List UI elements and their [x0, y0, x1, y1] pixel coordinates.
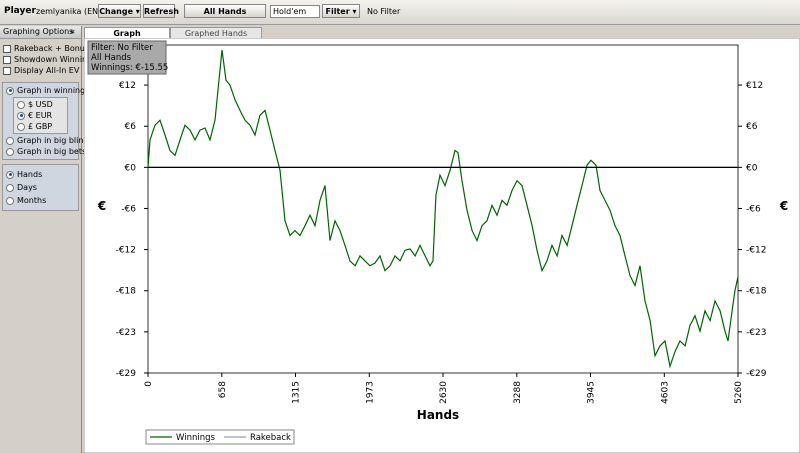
filter-status: No Filter: [367, 7, 401, 16]
y-tick-label: -€23: [116, 328, 136, 338]
radio[interactable]: Days: [3, 181, 78, 194]
y-axis-title: €: [779, 199, 788, 213]
y-tick-label: €12: [119, 81, 136, 91]
tab[interactable]: Graph: [84, 27, 170, 39]
x-tick-label: 3288: [513, 381, 523, 404]
game-text: Hold'em: [273, 7, 307, 16]
x-tick-label: 1973: [365, 381, 375, 404]
x-tick-label: 3945: [587, 381, 597, 404]
tab[interactable]: Graphed Hands: [170, 27, 262, 39]
y-tick-label: €12: [746, 81, 763, 91]
y-tick-label: -€6: [121, 204, 136, 214]
all-hands-button[interactable]: All Hands: [184, 4, 266, 18]
legend-label: Winnings: [176, 433, 215, 443]
x-tick-label: 0: [144, 381, 154, 387]
radio[interactable]: Hands: [3, 168, 78, 181]
player-label: Player: [4, 6, 36, 16]
sidebar-header: Graphing Options «: [0, 26, 81, 39]
change-button[interactable]: Change ▾: [98, 4, 141, 18]
legend: [145, 429, 295, 445]
legend-label: Rakeback: [250, 433, 291, 443]
filter-button[interactable]: Filter ▾: [322, 4, 360, 18]
sidebar: Graphing Options « Rakeback + Bonuses Sho…: [0, 26, 98, 453]
checkbox-label: Display All-In EV: [14, 66, 80, 75]
checkbox[interactable]: Showdown Winnings: [0, 54, 96, 65]
radio[interactable]: € EUR: [14, 110, 67, 121]
y-tick-label: €0: [746, 163, 758, 173]
x-axis-title: Hands: [417, 408, 459, 422]
checkbox[interactable]: Rakeback + Bonuses: [0, 43, 98, 54]
y-tick-label: -€12: [116, 246, 136, 256]
y-tick-label: -€6: [746, 204, 761, 214]
radio-label: Graph in big bets: [17, 147, 87, 156]
radio-label: Graph in winnings: [17, 86, 90, 95]
info-text: All Hands: [91, 53, 132, 63]
filter-text: Filter: [325, 7, 350, 16]
y-tick-label: €0: [125, 163, 137, 173]
checkbox-label: Rakeback + Bonuses: [14, 44, 99, 53]
y-tick-label: -€18: [746, 287, 767, 297]
units-group: Graph in winnings $ USD € EUR £ GBP Grap…: [2, 82, 93, 160]
radio[interactable]: Graph in big blinds: [3, 135, 93, 146]
y-axis-title: €: [97, 199, 106, 213]
toolbar: Player zemlyanika (ENT) Change ▾ Refresh…: [0, 0, 800, 25]
radio-label: $ USD: [28, 100, 53, 109]
y-tick-label: -€29: [746, 369, 767, 379]
radio[interactable]: £ GBP: [14, 121, 67, 132]
radio[interactable]: Graph in big bets: [3, 146, 86, 157]
y-tick-label: -€12: [746, 246, 766, 256]
checkbox[interactable]: Display All-In EV: [0, 65, 81, 76]
info-box: [87, 40, 167, 75]
radio-label: € EUR: [28, 111, 53, 120]
radio-label: Hands: [17, 170, 43, 179]
y-tick-label: -€29: [116, 369, 137, 379]
y-tick-label: -€18: [116, 287, 137, 297]
x-tick-label: 2630: [439, 381, 449, 404]
y-tick-label: €6: [125, 122, 137, 132]
player-name: zemlyanika (ENT): [36, 7, 107, 16]
x-tick-label: 658: [218, 381, 228, 398]
radio[interactable]: Months: [3, 194, 78, 207]
radio-label: Days: [17, 183, 37, 192]
info-text: Winnings: €-15.55: [91, 63, 168, 73]
change-text: Change: [99, 7, 133, 16]
radio-label: £ GBP: [28, 122, 53, 131]
x-tick-label: 5260: [734, 381, 744, 404]
radio[interactable]: $ USD: [14, 99, 67, 110]
collapse[interactable]: «: [69, 27, 75, 36]
info-text: Filter: No Filter: [91, 43, 153, 53]
game-select[interactable]: Hold'em: [270, 5, 320, 18]
y-tick-label: €6: [746, 122, 758, 132]
sidebar-title: Graphing Options: [3, 27, 74, 36]
refresh-button[interactable]: Refresh: [143, 4, 179, 18]
radio-label: Months: [17, 196, 47, 205]
chart-background: [84, 38, 800, 453]
period-group: Hands Days Months: [2, 164, 79, 211]
radio[interactable]: Graph in winnings: [3, 85, 89, 96]
checkbox-label: Showdown Winnings: [14, 55, 97, 64]
x-tick-label: 1315: [292, 381, 302, 404]
y-tick-label: -€23: [746, 328, 766, 338]
chart: Hands € € €12 €12 €6 €6 €0 €0 -€6 -€6 -€12 -€12 -€…: [84, 38, 800, 453]
x-tick-label: 4603: [660, 381, 670, 404]
radio-label: Graph in big blinds: [17, 136, 93, 145]
series-line: [147, 49, 739, 369]
